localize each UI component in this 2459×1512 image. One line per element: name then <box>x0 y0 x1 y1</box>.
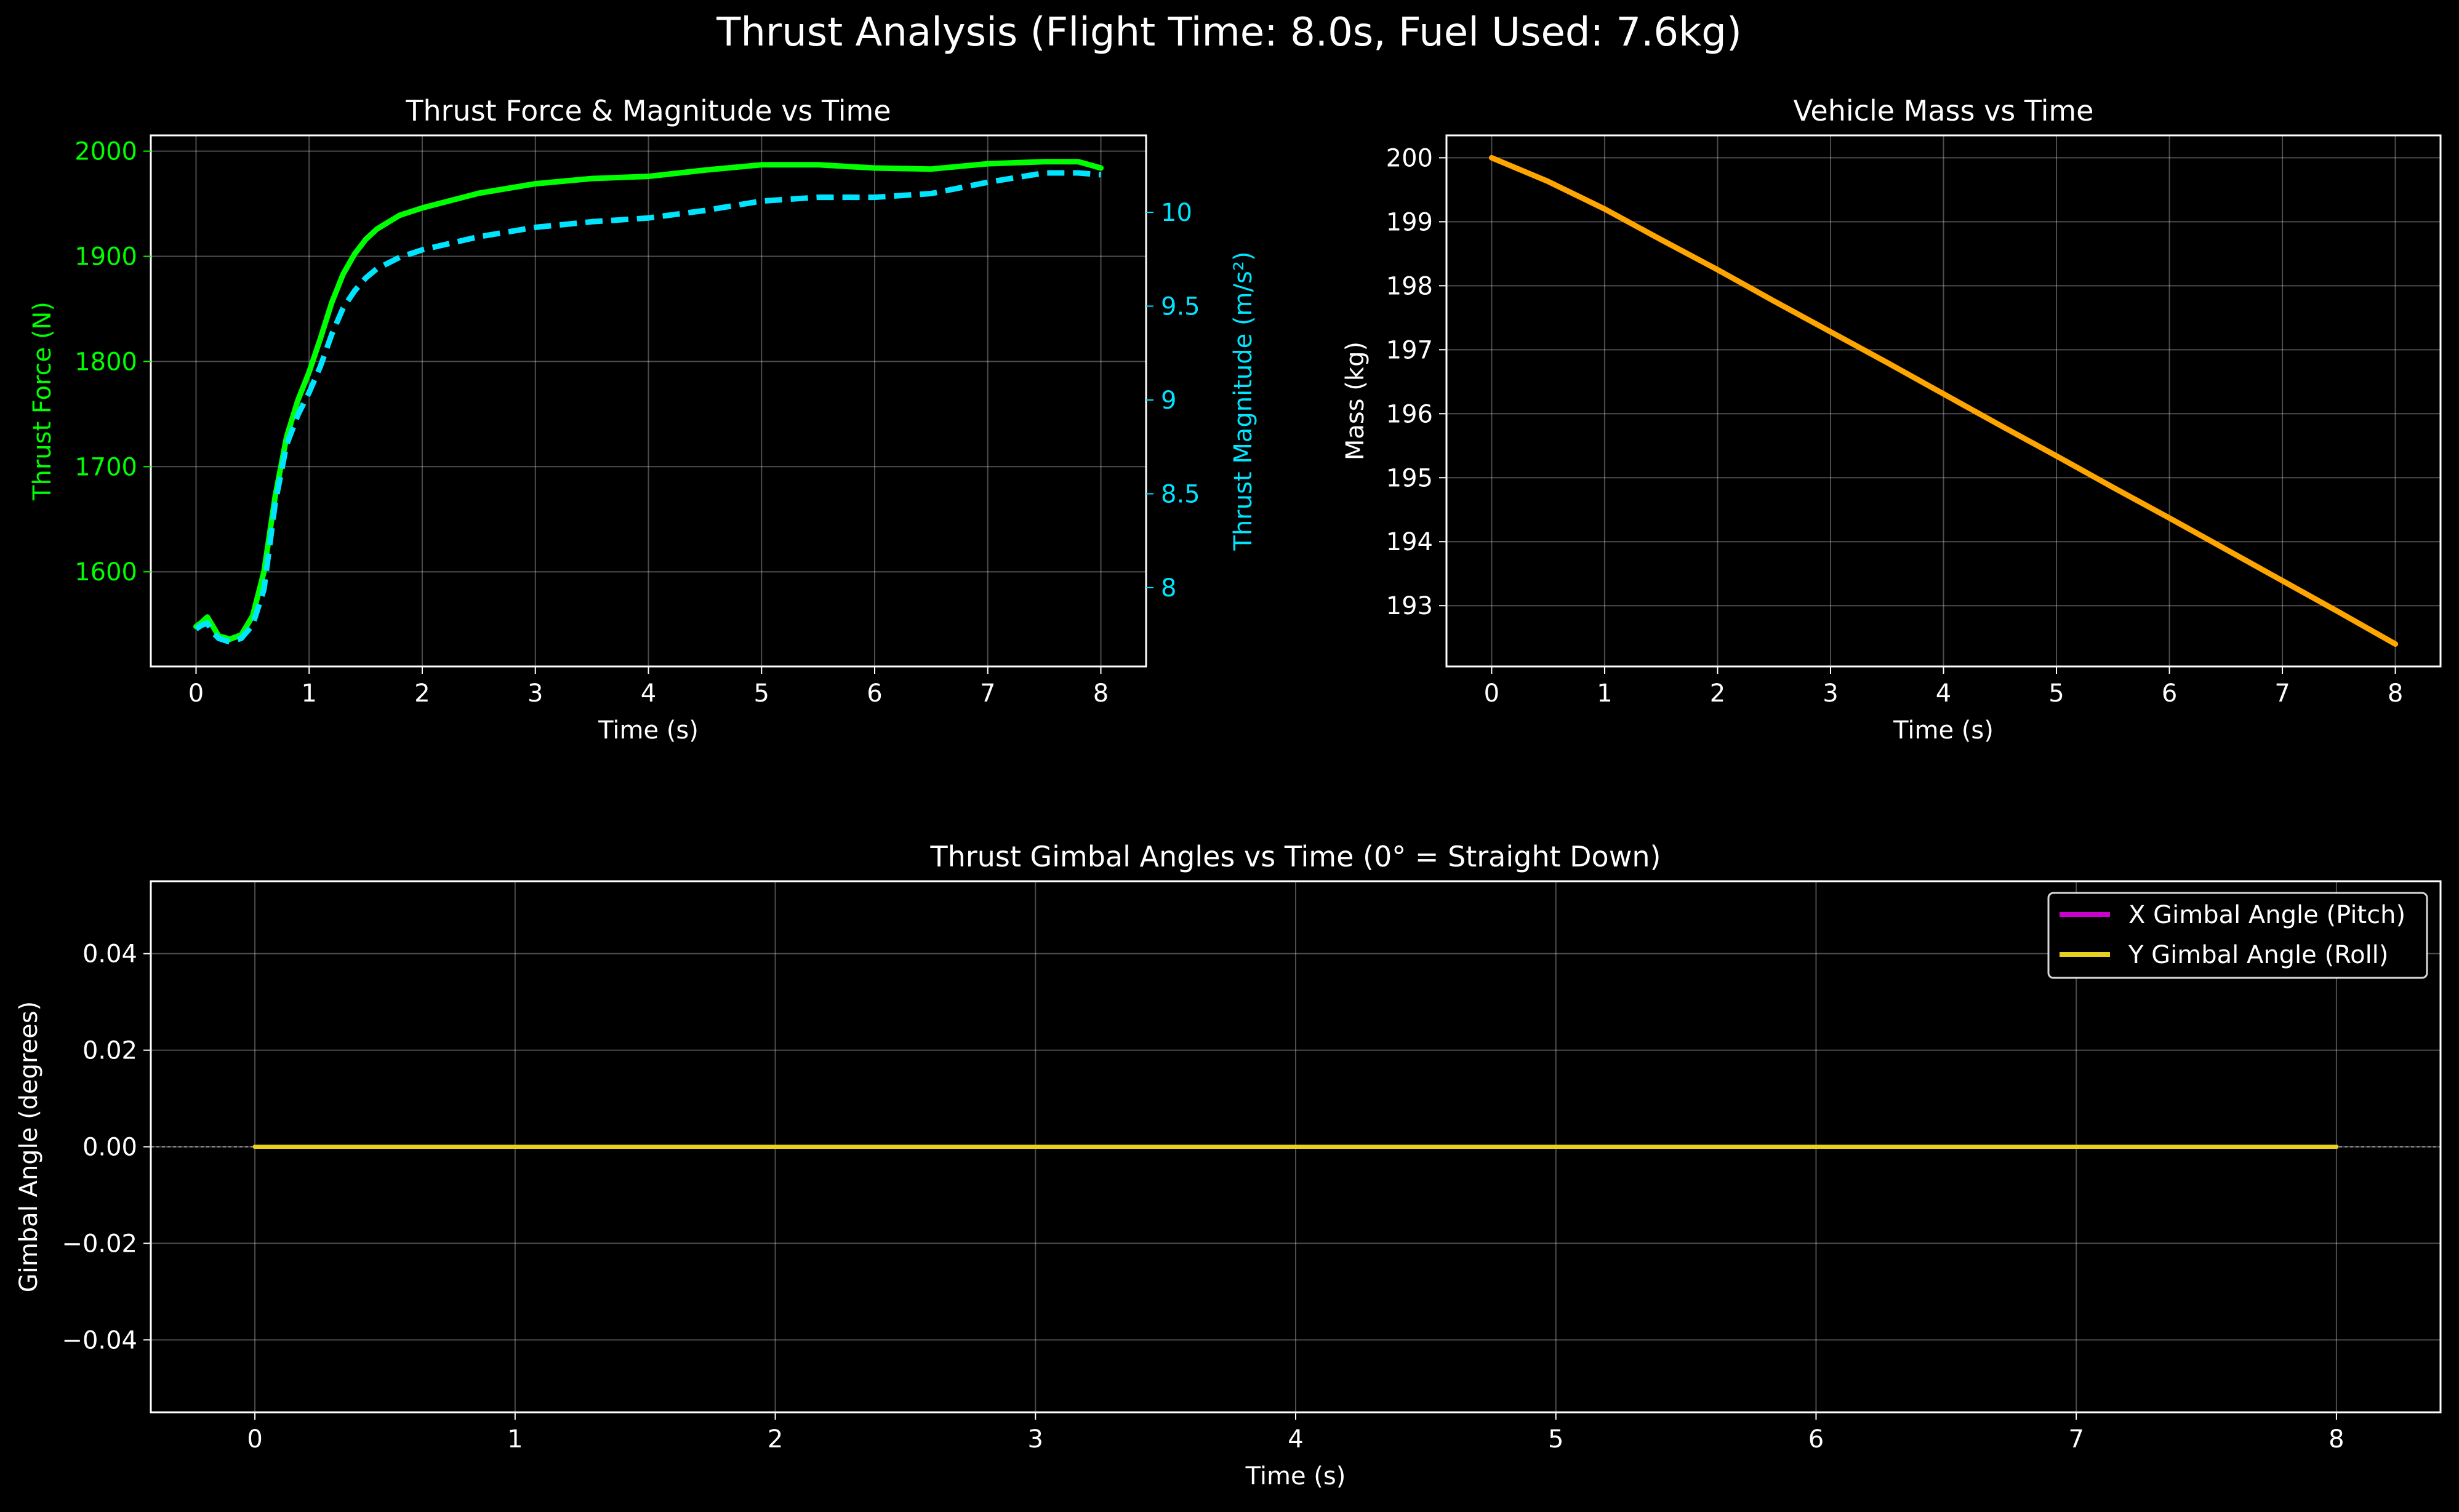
x-tick-label: 2 <box>768 1425 783 1454</box>
chart-title: Thrust Gimbal Angles vs Time (0° = Strai… <box>930 840 1661 873</box>
y-tick-label: 193 <box>1386 592 1433 620</box>
x-tick-label: 2 <box>1710 679 1725 708</box>
y-tick-label: 1700 <box>74 453 137 481</box>
x-tick-label: 0 <box>188 679 204 708</box>
thrust-force-chart: 0 1 2 3 4 5 6 7 8 1600 1700 1800 1900 2000 8 8.5 9 9.5 10 T… <box>28 94 1258 745</box>
x-tick-label: 0 <box>1484 679 1499 708</box>
x-tick-label: 4 <box>1936 679 1951 708</box>
y-axis-label: Mass (kg) <box>1341 342 1370 460</box>
y-right-tick-label: 8 <box>1161 574 1176 602</box>
gimbal-angle-chart: 0 1 2 3 4 5 6 7 8 −0.04 −0.02 0.00 0.02 0.04 Time (s) G… <box>15 840 2442 1490</box>
y-axis-label: Thrust Force (N) <box>28 302 57 501</box>
y-tick-label: 1600 <box>74 558 137 586</box>
legend-label-1: Y Gimbal Angle (Roll) <box>2128 941 2388 969</box>
chart-title: Thrust Force & Magnitude vs Time <box>405 94 891 127</box>
x-axis-label: Time (s) <box>1245 1462 1346 1490</box>
vehicle-mass-chart: 0 1 2 3 4 5 6 7 8 193 194 195 196 197 198 199 200 Time (s… <box>1341 94 2442 745</box>
x-tick-label: 7 <box>980 679 995 708</box>
y-tick-label: 0.04 <box>82 940 137 969</box>
x-tick-label: 0 <box>247 1425 262 1454</box>
x-tick-label: 5 <box>754 679 769 708</box>
y-tick-label: 194 <box>1386 528 1433 556</box>
y-tick-label: −0.02 <box>62 1230 137 1258</box>
x-tick-label: 6 <box>2162 679 2177 708</box>
y-tick-label: 198 <box>1386 272 1433 300</box>
y-tick-label: 197 <box>1386 336 1433 364</box>
y-right-axis-label: Thrust Magnitude (m/s²) <box>1229 252 1258 551</box>
figure-title: Thrust Analysis (Flight Time: 8.0s, Fuel… <box>716 10 1742 55</box>
x-axis-label: Time (s) <box>598 716 699 745</box>
series-line-1 <box>195 170 1101 645</box>
y-tick-label: 199 <box>1386 208 1433 236</box>
y-tick-label: 2000 <box>74 138 137 166</box>
x-tick-label: 3 <box>528 679 543 708</box>
legend-label-0: X Gimbal Angle (Pitch) <box>2128 901 2405 929</box>
x-tick-label: 3 <box>1028 1425 1043 1454</box>
x-tick-label: 3 <box>1823 679 1838 708</box>
y-tick-label: 0.00 <box>82 1134 137 1162</box>
y-tick-label: 1900 <box>74 243 137 271</box>
y-right-tick-label: 9 <box>1161 386 1176 415</box>
y-tick-label: 1800 <box>74 348 137 376</box>
y-right-tick-label: 10 <box>1161 199 1192 227</box>
series-line-0 <box>1488 154 2399 647</box>
x-tick-label: 7 <box>2274 679 2290 708</box>
x-tick-label: 7 <box>2068 1425 2084 1454</box>
series-line-0 <box>193 159 1104 642</box>
y-axis-label: Gimbal Angle (degrees) <box>15 1001 43 1293</box>
y-tick-label: 200 <box>1386 144 1433 172</box>
y-right-tick-label: 9.5 <box>1161 293 1200 321</box>
y-right-tick-label: 8.5 <box>1161 480 1200 508</box>
x-tick-label: 1 <box>1597 679 1612 708</box>
x-tick-label: 2 <box>414 679 430 708</box>
x-tick-label: 6 <box>867 679 882 708</box>
x-tick-label: 8 <box>2329 1425 2344 1454</box>
x-tick-label: 5 <box>1548 1425 1563 1454</box>
y-tick-label: 0.02 <box>82 1037 137 1065</box>
legend: X Gimbal Angle (Pitch) Y Gimbal Angle (Ro… <box>2047 892 2428 979</box>
y-tick-label: 195 <box>1386 464 1433 492</box>
chart-title: Vehicle Mass vs Time <box>1794 94 2094 127</box>
x-tick-label: 8 <box>1093 679 1109 708</box>
x-tick-label: 1 <box>302 679 317 708</box>
x-axis-label: Time (s) <box>1893 716 1994 745</box>
x-tick-label: 4 <box>1288 1425 1303 1454</box>
x-tick-label: 8 <box>2388 679 2403 708</box>
legend-box <box>2047 892 2428 979</box>
x-tick-label: 1 <box>507 1425 523 1454</box>
x-tick-label: 6 <box>1808 1425 1824 1454</box>
x-tick-label: 4 <box>641 679 656 708</box>
x-tick-label: 5 <box>2048 679 2064 708</box>
y-tick-label: −0.04 <box>62 1326 137 1354</box>
y-tick-label: 196 <box>1386 400 1433 428</box>
